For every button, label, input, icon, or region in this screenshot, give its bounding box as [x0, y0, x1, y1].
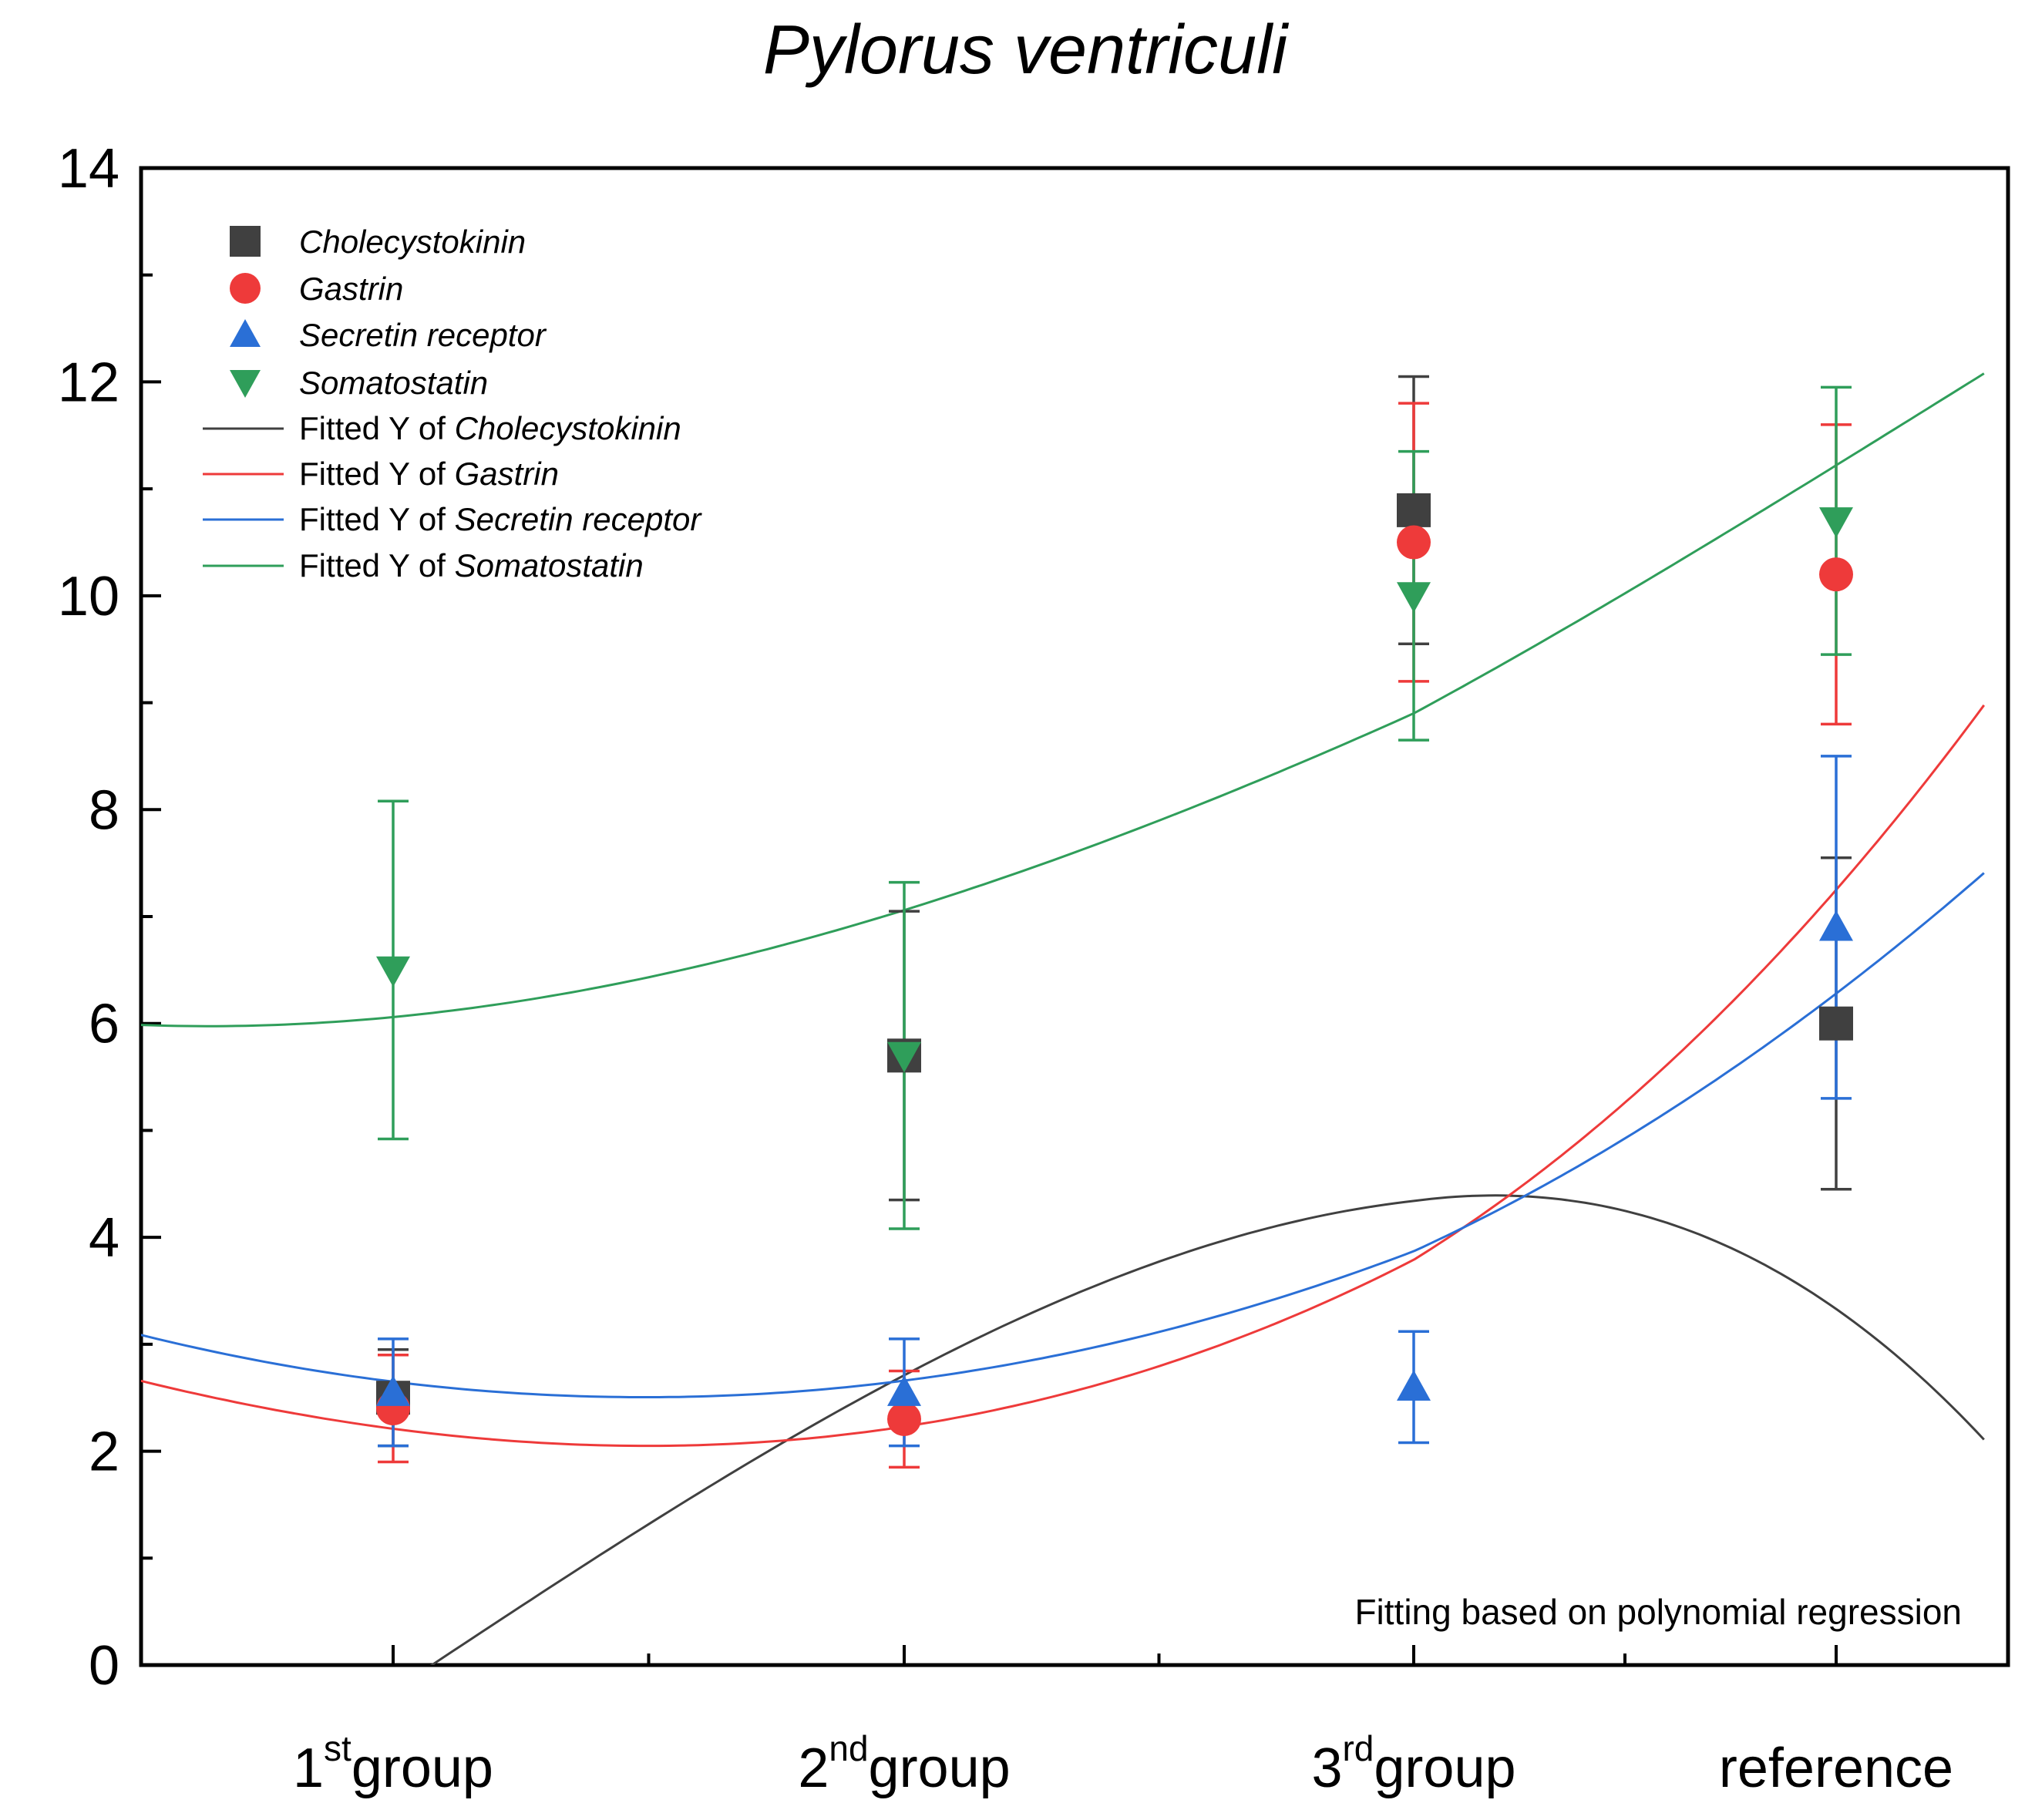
x-tick-label: reference [1719, 1738, 1953, 1799]
legend-marker [230, 273, 261, 304]
data-point [1397, 582, 1431, 613]
legend-marker [230, 319, 261, 347]
legend-label: Gastrin [299, 271, 403, 307]
x-tick-label: 2ndgroup [798, 1728, 1010, 1799]
data-point [1397, 1370, 1431, 1401]
legend-fit-label: Fitted Y of Gastrin [299, 456, 559, 492]
legend-label: Secretin receptor [299, 317, 547, 353]
y-tick-label: 6 [89, 994, 119, 1055]
chart-title: Pylorus ventriculi [763, 12, 1290, 89]
data-point [1819, 507, 1853, 538]
x-tick-label: 1stgroup [293, 1728, 493, 1799]
legend-marker [230, 370, 261, 398]
y-tick-label: 12 [58, 352, 119, 413]
legend-fit-label: Fitted Y of Somatostatin [299, 547, 644, 584]
y-axis: 0 2 4 6 8 10 12 14 [58, 138, 161, 1697]
data-point [1397, 525, 1431, 560]
y-tick-label: 0 [89, 1635, 119, 1697]
data-point [376, 956, 410, 987]
fit-curve [429, 1194, 1985, 1665]
fit-curve [141, 372, 1985, 1028]
fit-curve [141, 704, 1986, 1448]
data-point [1397, 493, 1431, 527]
data-point [887, 1375, 921, 1406]
data-point [1819, 1006, 1853, 1041]
fit-annotation: Fitting based on polynomial regression [1354, 1592, 1962, 1632]
data-point [376, 1375, 410, 1406]
error-bars [378, 375, 1852, 1469]
y-tick-label: 8 [89, 779, 119, 841]
data-point [887, 1041, 921, 1073]
y-tick-label: 10 [58, 566, 119, 627]
x-tick-label: 3rdgroup [1311, 1728, 1515, 1799]
legend: Cholecystokinin Gastrin Secretin receptor S… [203, 224, 702, 584]
legend-fit-label: Fitted Y of Secretin receptor [299, 501, 702, 537]
x-axis: 1stgroup 2ndgroup 3rdgroup reference [293, 1645, 1953, 1799]
data-point [1819, 557, 1853, 592]
y-tick-label: 2 [89, 1421, 119, 1483]
y-tick-label: 14 [58, 138, 119, 200]
data-points [376, 493, 1853, 1436]
legend-fit-label: Fitted Y of Cholecystokinin [299, 410, 681, 446]
legend-marker [230, 226, 261, 257]
data-point [1819, 910, 1853, 941]
legend-label: Somatostatin [299, 365, 488, 401]
data-point [887, 1401, 921, 1436]
y-tick-label: 4 [89, 1207, 119, 1269]
fit-curve [141, 872, 1985, 1398]
legend-label: Cholecystokinin [299, 224, 526, 260]
fit-curves [141, 372, 1986, 1665]
